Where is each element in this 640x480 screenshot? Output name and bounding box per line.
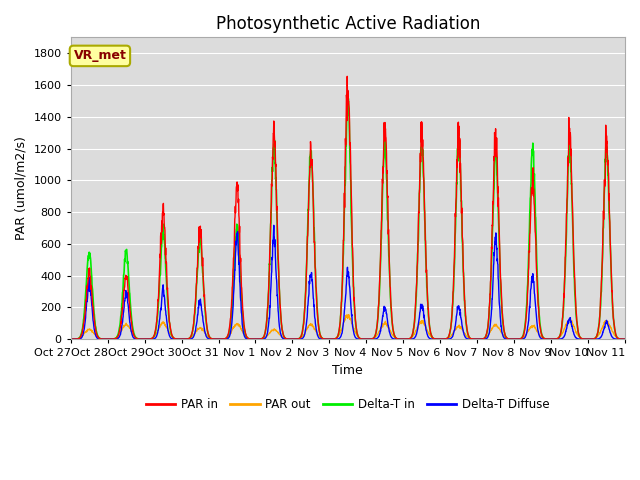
PAR in xyxy=(344,73,351,79)
Delta-T Diffuse xyxy=(509,336,517,342)
Delta-T Diffuse xyxy=(572,335,580,341)
Delta-T in xyxy=(344,91,351,97)
PAR out xyxy=(67,336,74,342)
Y-axis label: PAR (umol/m2/s): PAR (umol/m2/s) xyxy=(15,136,28,240)
Delta-T in xyxy=(364,336,372,342)
PAR in xyxy=(621,336,629,342)
PAR in xyxy=(509,336,517,342)
PAR in xyxy=(67,336,74,342)
Delta-T in xyxy=(572,313,580,319)
Line: Delta-T in: Delta-T in xyxy=(70,94,625,339)
Title: Photosynthetic Active Radiation: Photosynthetic Active Radiation xyxy=(216,15,480,33)
PAR in xyxy=(588,336,595,342)
PAR in xyxy=(221,336,229,342)
Delta-T Diffuse xyxy=(67,336,74,342)
Line: Delta-T Diffuse: Delta-T Diffuse xyxy=(70,225,625,339)
PAR out xyxy=(509,336,517,342)
PAR in xyxy=(376,267,384,273)
Delta-T in xyxy=(621,336,629,342)
Delta-T in xyxy=(221,336,229,342)
Text: VR_met: VR_met xyxy=(74,49,126,62)
PAR out xyxy=(376,327,384,333)
Line: PAR in: PAR in xyxy=(70,76,625,339)
PAR out xyxy=(345,312,353,317)
Delta-T in xyxy=(67,336,74,342)
PAR out xyxy=(572,330,580,336)
Delta-T Diffuse xyxy=(621,336,629,342)
Delta-T Diffuse xyxy=(270,222,278,228)
Delta-T Diffuse xyxy=(364,336,372,342)
Delta-T Diffuse xyxy=(221,336,229,342)
PAR out xyxy=(588,336,595,342)
Delta-T in xyxy=(509,336,517,342)
Delta-T in xyxy=(376,269,384,275)
PAR out xyxy=(621,336,629,342)
X-axis label: Time: Time xyxy=(332,364,364,377)
Delta-T Diffuse xyxy=(376,330,384,336)
PAR out xyxy=(221,336,229,341)
Line: PAR out: PAR out xyxy=(70,314,625,339)
Delta-T Diffuse xyxy=(588,336,595,342)
Legend: PAR in, PAR out, Delta-T in, Delta-T Diffuse: PAR in, PAR out, Delta-T in, Delta-T Dif… xyxy=(141,393,555,416)
PAR in xyxy=(364,336,372,342)
Delta-T in xyxy=(588,336,595,342)
PAR in xyxy=(572,309,580,315)
PAR out xyxy=(364,336,372,342)
